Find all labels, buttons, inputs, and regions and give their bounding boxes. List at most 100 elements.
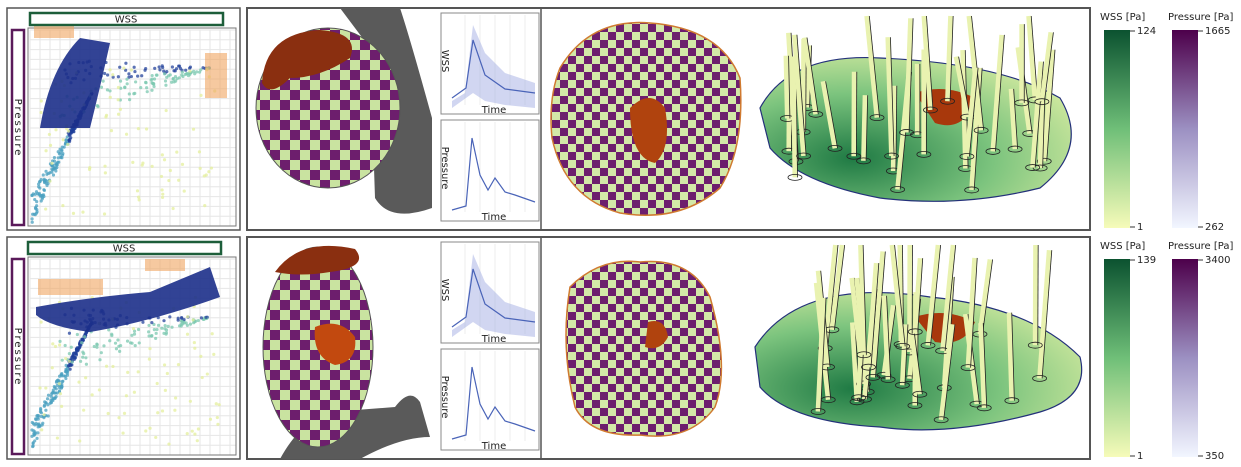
scatter-point bbox=[108, 95, 112, 99]
pin-base bbox=[960, 364, 976, 372]
pin-edge bbox=[904, 324, 909, 386]
aneurysm-blob bbox=[314, 323, 356, 365]
scatter-point bbox=[157, 65, 161, 69]
pin bbox=[885, 37, 895, 157]
pin-edge bbox=[982, 323, 988, 408]
pin-base bbox=[884, 152, 899, 160]
scatter-point bbox=[139, 86, 143, 90]
pin-edge bbox=[995, 34, 1005, 152]
scatter-point bbox=[116, 75, 120, 79]
scatter-point bbox=[74, 353, 79, 357]
scatter-point bbox=[44, 408, 48, 412]
scatter-point bbox=[128, 97, 132, 102]
pin-base bbox=[899, 129, 914, 136]
scatter-point bbox=[208, 417, 213, 421]
scatter-point bbox=[88, 166, 92, 170]
scatter-point bbox=[185, 332, 190, 336]
x-axis-box bbox=[28, 11, 225, 27]
pin bbox=[791, 56, 798, 178]
scatter-point bbox=[145, 86, 149, 90]
scatter-point bbox=[144, 80, 148, 84]
pin-base bbox=[1034, 98, 1050, 106]
pin-edge bbox=[806, 37, 819, 115]
scatter-point bbox=[50, 163, 54, 168]
scatter-point bbox=[160, 153, 164, 157]
pin bbox=[1008, 88, 1018, 150]
scatter-point bbox=[144, 127, 149, 131]
pin-base bbox=[933, 416, 949, 424]
scatter-point bbox=[51, 388, 55, 392]
scatter-point bbox=[154, 331, 158, 335]
scatter-point bbox=[80, 341, 84, 345]
pin-edge bbox=[1041, 250, 1053, 379]
scatter-point bbox=[104, 364, 109, 368]
pin bbox=[912, 257, 923, 332]
scatter-point bbox=[127, 92, 131, 96]
scatter-point bbox=[164, 108, 168, 113]
scatter-point bbox=[30, 420, 34, 425]
scatter-point bbox=[84, 376, 88, 380]
scatter-point bbox=[35, 200, 39, 204]
scatter-point bbox=[57, 389, 62, 393]
scatter-point bbox=[152, 322, 156, 327]
scatter-point bbox=[59, 155, 63, 159]
scatter-point bbox=[152, 327, 156, 332]
scatter-point bbox=[163, 79, 168, 83]
time-plot bbox=[440, 119, 540, 222]
scatter-point bbox=[118, 343, 123, 348]
scatter-point bbox=[110, 333, 114, 338]
scatter-point bbox=[45, 183, 49, 187]
scatter-point bbox=[125, 339, 130, 343]
scatter-point bbox=[173, 408, 177, 412]
time-plot bbox=[440, 241, 540, 344]
scatter-point bbox=[176, 362, 181, 367]
scatter-point bbox=[191, 127, 196, 131]
x-axis-label: WSS bbox=[115, 15, 138, 26]
scatter-point bbox=[69, 136, 73, 140]
scatter-point bbox=[164, 328, 169, 332]
flat-blob bbox=[645, 321, 668, 349]
colorbar-max: 3400 bbox=[1205, 255, 1230, 266]
scatter-point bbox=[204, 173, 208, 177]
scatter-point bbox=[132, 390, 136, 394]
scatter-point bbox=[180, 162, 185, 166]
scatter-point bbox=[108, 68, 112, 72]
aneurysm-top bbox=[275, 245, 360, 275]
pin-base bbox=[1032, 164, 1048, 172]
scatter-point bbox=[147, 330, 151, 334]
scatter-point bbox=[33, 197, 37, 202]
scatter-point bbox=[58, 343, 62, 347]
scatter-point bbox=[136, 195, 141, 199]
plot-curve bbox=[451, 366, 536, 440]
scatter-point bbox=[193, 432, 197, 436]
scatter-point bbox=[50, 392, 54, 396]
brush bbox=[205, 53, 227, 98]
scatter-point bbox=[76, 347, 81, 351]
scatter-point bbox=[30, 217, 34, 221]
scatter-point bbox=[43, 178, 48, 182]
pin-edge bbox=[788, 55, 791, 119]
scatter-point bbox=[75, 332, 79, 337]
scatter-point bbox=[38, 386, 42, 390]
pin bbox=[909, 333, 923, 395]
scatter-point bbox=[90, 393, 94, 397]
pin-edge bbox=[796, 34, 807, 156]
pin-base bbox=[856, 157, 871, 165]
scatter-point bbox=[186, 315, 190, 319]
pin-edge bbox=[1044, 32, 1054, 102]
scatter-point bbox=[144, 429, 148, 433]
scatter-point bbox=[158, 68, 162, 72]
pin-base bbox=[1004, 397, 1020, 405]
scatter-point bbox=[188, 399, 192, 403]
scatter-point bbox=[182, 317, 186, 322]
scatter-point bbox=[78, 439, 82, 443]
scatter-point bbox=[61, 138, 65, 142]
scatter-point bbox=[48, 143, 53, 147]
scatter-point bbox=[79, 359, 83, 363]
scatter-point bbox=[59, 373, 63, 377]
scatter-point bbox=[62, 145, 66, 149]
scatter-point bbox=[46, 393, 51, 397]
scatter-point bbox=[122, 66, 126, 70]
pin-base bbox=[846, 152, 862, 160]
pin-edge bbox=[890, 37, 895, 157]
